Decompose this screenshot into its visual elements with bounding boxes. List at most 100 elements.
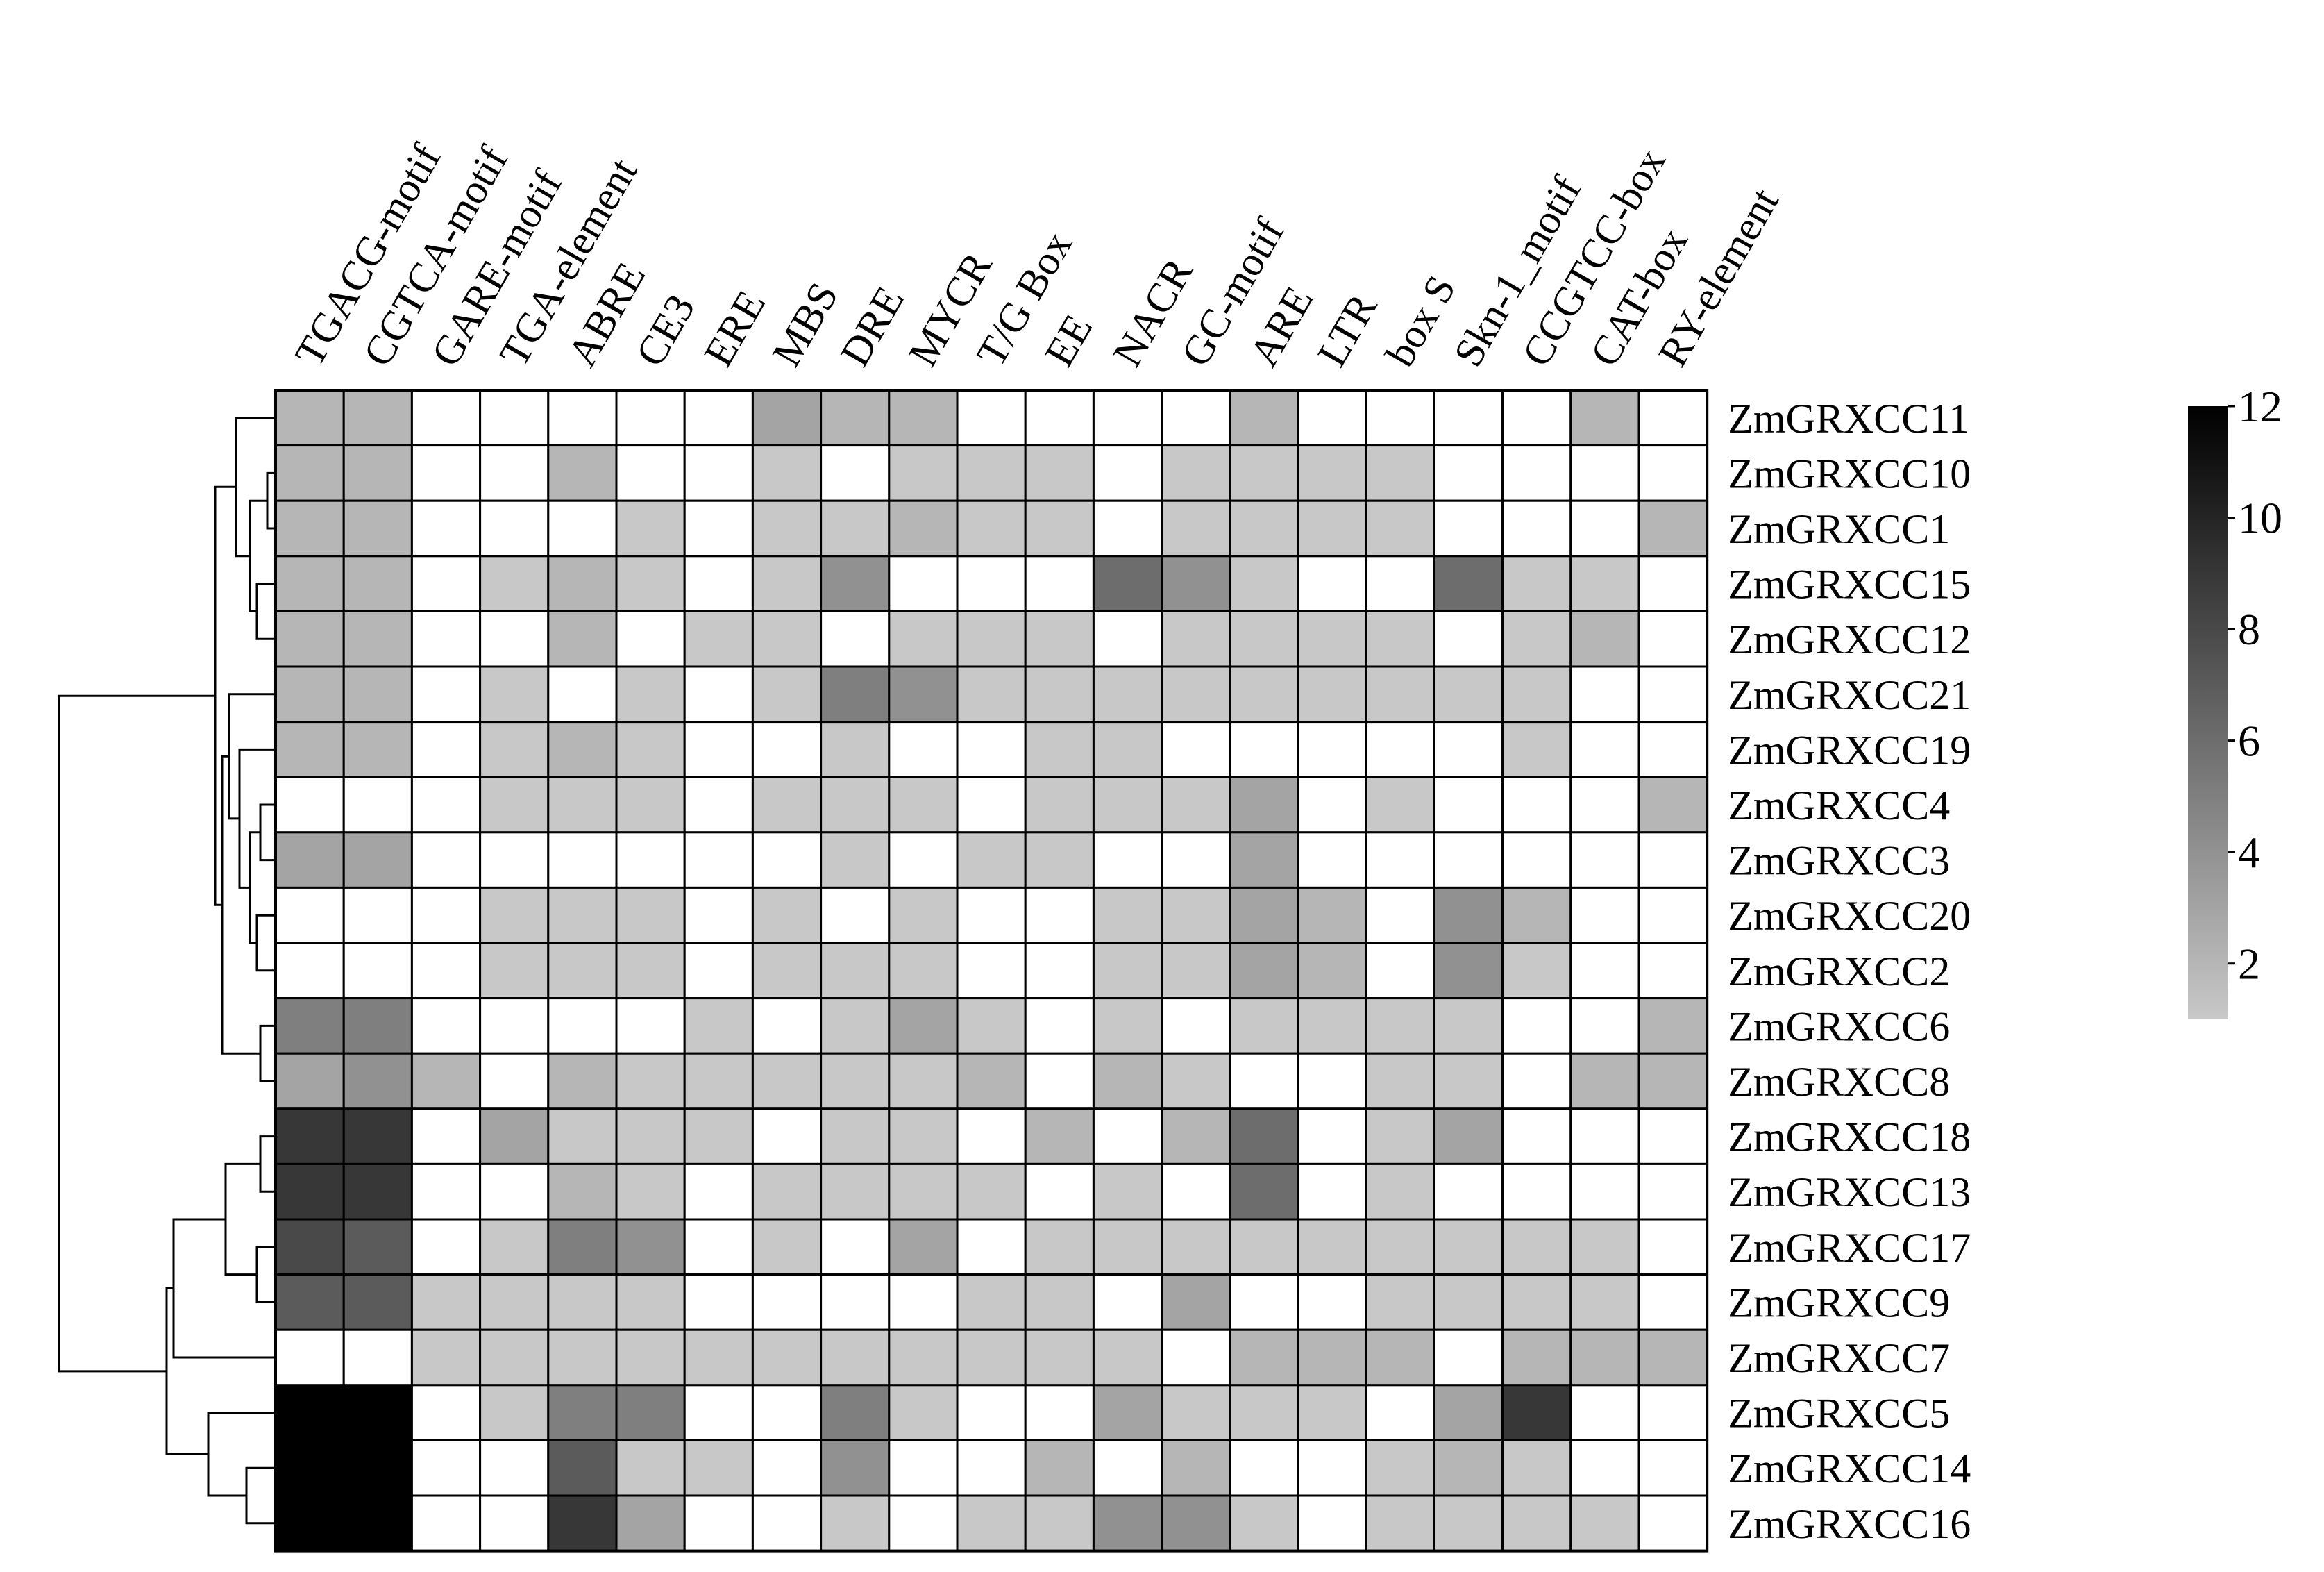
cell-ZmGRXCC9-ARE	[1229, 1273, 1299, 1331]
cell-ZmGRXCC17-CE3	[615, 1218, 686, 1276]
cell-ZmGRXCC19-CCGTCC-box	[1501, 721, 1572, 778]
cell-ZmGRXCC10-ERE	[683, 444, 754, 502]
cell-ZmGRXCC7-CCGTCC-box	[1501, 1328, 1572, 1387]
cell-ZmGRXCC13-DRE	[820, 1162, 891, 1221]
cell-ZmGRXCC4-ABRE	[547, 776, 618, 834]
cell-ZmGRXCC15-Skn-1_motif	[1433, 555, 1504, 612]
cell-ZmGRXCC11-EE	[1024, 389, 1095, 447]
cell-ZmGRXCC13-CCGTCC-box	[1501, 1162, 1572, 1221]
cell-ZmGRXCC18-LTR	[1297, 1107, 1367, 1165]
cell-ZmGRXCC6-CAT-box	[1569, 997, 1640, 1055]
cell-ZmGRXCC16-ARE	[1229, 1494, 1299, 1553]
cell-ZmGRXCC7-box S	[1365, 1328, 1435, 1387]
cell-ZmGRXCC7-RY-element	[1637, 1328, 1708, 1387]
cell-ZmGRXCC2-CCGTCC-box	[1501, 942, 1572, 1000]
cell-ZmGRXCC6-DRE	[820, 997, 891, 1055]
cell-ZmGRXCC7-Skn-1_motif	[1433, 1328, 1504, 1387]
cell-ZmGRXCC6-TGACG-motif	[274, 997, 345, 1055]
cell-ZmGRXCC10-T/G Box	[956, 444, 1027, 502]
cell-ZmGRXCC2-NACR	[1092, 942, 1163, 1000]
cell-ZmGRXCC19-DRE	[820, 721, 891, 778]
cell-ZmGRXCC2-TGACG-motif	[274, 942, 345, 1000]
colorbar-tick-label: 2	[2238, 939, 2260, 989]
cell-ZmGRXCC1-NACR	[1092, 499, 1163, 558]
cell-ZmGRXCC1-T/G Box	[956, 499, 1027, 558]
cell-ZmGRXCC11-Skn-1_motif	[1433, 389, 1504, 447]
cell-ZmGRXCC9-T/G Box	[956, 1273, 1027, 1331]
cell-ZmGRXCC17-TGA-element	[479, 1218, 550, 1276]
row-labels: ZmGRXCC11 ZmGRXCC10 ZmGRXCC1 ZmGRXCC15 ZmGRX…	[1728, 396, 1971, 1547]
cell-ZmGRXCC1-MYCR	[888, 499, 959, 558]
column-label: EE	[1036, 307, 1101, 374]
cell-ZmGRXCC8-ABRE	[547, 1052, 618, 1110]
cell-ZmGRXCC2-RY-element	[1637, 942, 1708, 1000]
cell-ZmGRXCC12-GC-motif	[1161, 610, 1231, 668]
cell-ZmGRXCC1-TGA-element	[479, 499, 550, 558]
row-label: ZmGRXCC12	[1728, 617, 1971, 662]
cell-ZmGRXCC10-LTR	[1297, 444, 1367, 502]
cell-ZmGRXCC2-EE	[1024, 942, 1095, 1000]
cell-ZmGRXCC10-CCGTCC-box	[1501, 444, 1572, 502]
cell-ZmGRXCC4-Skn-1_motif	[1433, 776, 1504, 834]
cell-ZmGRXCC20-MYCR	[888, 886, 959, 944]
cell-ZmGRXCC17-NACR	[1092, 1218, 1163, 1276]
cell-ZmGRXCC15-NACR	[1092, 555, 1163, 612]
cell-ZmGRXCC1-ARE	[1229, 499, 1299, 558]
cell-ZmGRXCC13-GARE-motif	[410, 1162, 482, 1221]
cell-ZmGRXCC9-MYCR	[888, 1273, 959, 1331]
colorbar-tick-label: 10	[2238, 494, 2282, 543]
cell-ZmGRXCC14-NACR	[1092, 1439, 1163, 1497]
cell-ZmGRXCC11-NACR	[1092, 389, 1163, 447]
cell-ZmGRXCC12-CAT-box	[1569, 610, 1640, 668]
cell-ZmGRXCC5-GARE-motif	[410, 1384, 482, 1441]
cell-ZmGRXCC18-TGA-element	[479, 1107, 550, 1165]
cell-ZmGRXCC10-DRE	[820, 444, 891, 502]
cell-ZmGRXCC6-MBS	[751, 997, 823, 1055]
cell-ZmGRXCC20-TGACG-motif	[274, 886, 345, 944]
cell-ZmGRXCC16-Skn-1_motif	[1433, 1494, 1504, 1553]
cell-ZmGRXCC11-LTR	[1297, 389, 1367, 447]
row-label: ZmGRXCC10	[1728, 451, 1971, 496]
cell-ZmGRXCC10-MBS	[751, 444, 823, 502]
dendrogram-branch	[235, 417, 276, 558]
cell-ZmGRXCC21-RY-element	[1637, 665, 1708, 724]
cell-ZmGRXCC19-T/G Box	[956, 721, 1027, 778]
cell-ZmGRXCC1-box S	[1365, 499, 1435, 558]
column-label: ERE	[695, 283, 774, 374]
cell-ZmGRXCC3-ABRE	[547, 831, 618, 889]
cell-ZmGRXCC6-ERE	[683, 997, 754, 1055]
cell-ZmGRXCC15-ERE	[683, 555, 754, 612]
cell-ZmGRXCC3-DRE	[820, 831, 891, 889]
cell-ZmGRXCC14-T/G Box	[956, 1439, 1027, 1497]
dendrogram-branch	[259, 1135, 276, 1193]
cell-ZmGRXCC10-CAT-box	[1569, 444, 1640, 502]
cell-ZmGRXCC13-T/G Box	[956, 1162, 1027, 1221]
cell-ZmGRXCC17-CGTCA-motif	[342, 1218, 413, 1276]
cell-ZmGRXCC3-GARE-motif	[410, 831, 482, 889]
cell-ZmGRXCC4-EE	[1024, 776, 1095, 834]
cell-ZmGRXCC21-CGTCA-motif	[342, 665, 413, 724]
cell-ZmGRXCC11-CGTCA-motif	[342, 389, 413, 447]
cell-ZmGRXCC7-MYCR	[888, 1328, 959, 1387]
row-label: ZmGRXCC13	[1728, 1169, 1971, 1215]
cell-ZmGRXCC18-ARE	[1229, 1107, 1299, 1165]
dendrogram-branch	[207, 1412, 276, 1497]
cell-ZmGRXCC14-DRE	[820, 1439, 891, 1497]
cell-ZmGRXCC4-CCGTCC-box	[1501, 776, 1572, 834]
cell-ZmGRXCC15-box S	[1365, 555, 1435, 612]
cell-ZmGRXCC9-TGA-element	[479, 1273, 550, 1331]
cell-ZmGRXCC20-ARE	[1229, 886, 1299, 944]
cell-ZmGRXCC21-ABRE	[547, 665, 618, 724]
cell-ZmGRXCC4-GC-motif	[1161, 776, 1231, 834]
cell-ZmGRXCC6-Skn-1_motif	[1433, 997, 1504, 1055]
cell-ZmGRXCC7-NACR	[1092, 1328, 1163, 1387]
cell-ZmGRXCC6-LTR	[1297, 997, 1367, 1055]
cell-ZmGRXCC18-CAT-box	[1569, 1107, 1640, 1165]
cell-ZmGRXCC5-T/G Box	[956, 1384, 1027, 1441]
cell-ZmGRXCC17-Skn-1_motif	[1433, 1218, 1504, 1276]
cell-ZmGRXCC20-box S	[1365, 886, 1435, 944]
cell-ZmGRXCC4-box S	[1365, 776, 1435, 834]
colorbar-tick-label: 8	[2238, 605, 2260, 654]
cell-ZmGRXCC10-TGA-element	[479, 444, 550, 502]
cell-ZmGRXCC14-ABRE	[547, 1439, 618, 1497]
